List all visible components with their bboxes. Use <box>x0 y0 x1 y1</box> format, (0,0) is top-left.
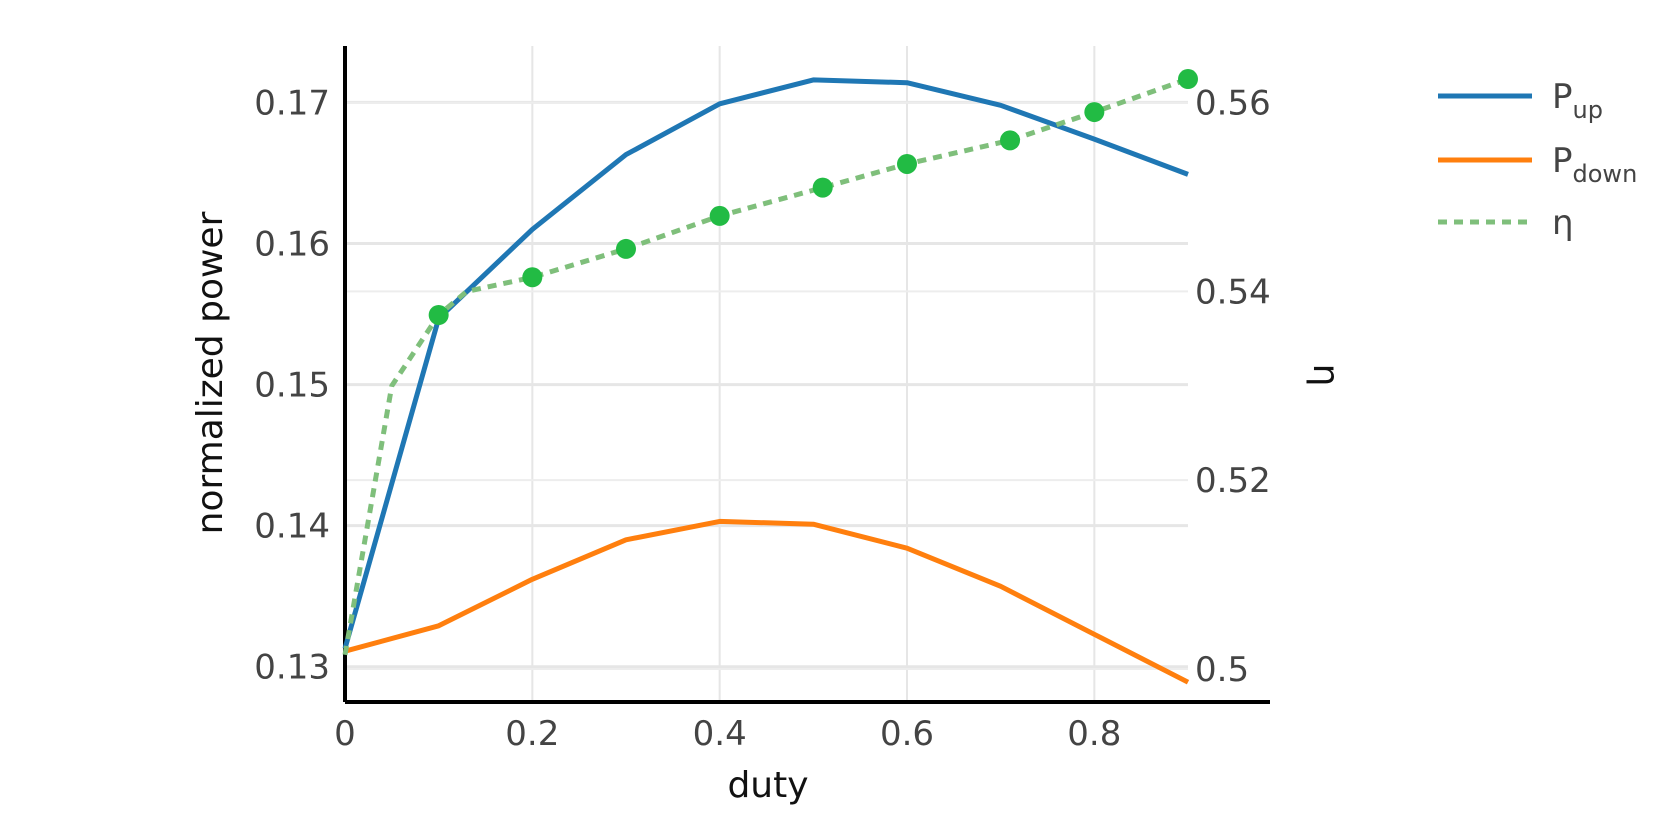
tick-layer: 0 0.2 0.4 0.6 0.8 0.13 0.14 0.15 0.16 0.17 0.5 0.52… <box>254 83 1270 754</box>
series-layer <box>342 69 1198 685</box>
series-marker <box>709 205 730 226</box>
legend-label: Pup <box>1552 77 1603 124</box>
axis-layer <box>343 46 1270 704</box>
series-line-2 <box>342 76 1189 656</box>
y-left-tick-label: 0.14 <box>254 507 330 547</box>
legend-label: η <box>1552 203 1574 243</box>
x-axis-title: duty <box>727 765 808 806</box>
y-right-tick-label: 0.54 <box>1195 272 1271 312</box>
series-line-1 <box>344 518 1190 685</box>
grid-layer <box>345 46 1188 702</box>
series-marker <box>1178 69 1198 90</box>
series-marker <box>1000 130 1021 151</box>
x-tick-label: 0 <box>334 714 356 754</box>
y-axis-title-right: η <box>1305 364 1346 387</box>
series-marker <box>812 177 833 198</box>
series-marker <box>1084 102 1105 123</box>
series-marker <box>616 238 636 259</box>
legend: Pup Pdown η <box>1438 77 1637 243</box>
legend-label: Pdown <box>1552 141 1637 188</box>
x-tick-label: 0.6 <box>880 714 934 754</box>
x-tick-label: 0.8 <box>1067 714 1121 754</box>
y-right-tick-label: 0.5 <box>1195 650 1249 690</box>
series-line-0 <box>342 77 1189 650</box>
y-left-tick-label: 0.16 <box>254 225 330 265</box>
x-tick-label: 0.4 <box>693 714 747 754</box>
y-right-tick-label: 0.56 <box>1195 84 1271 124</box>
series-marker <box>428 305 449 326</box>
y-left-tick-label: 0.17 <box>254 83 330 123</box>
series-marker <box>522 267 543 288</box>
y-left-tick-label: 0.15 <box>254 366 330 406</box>
series-marker <box>897 153 917 174</box>
x-tick-label: 0.2 <box>505 714 559 754</box>
y-left-tick-label: 0.13 <box>254 648 330 688</box>
y-axis-title-left: normalized power <box>190 211 231 534</box>
y-right-tick-label: 0.52 <box>1195 461 1271 501</box>
